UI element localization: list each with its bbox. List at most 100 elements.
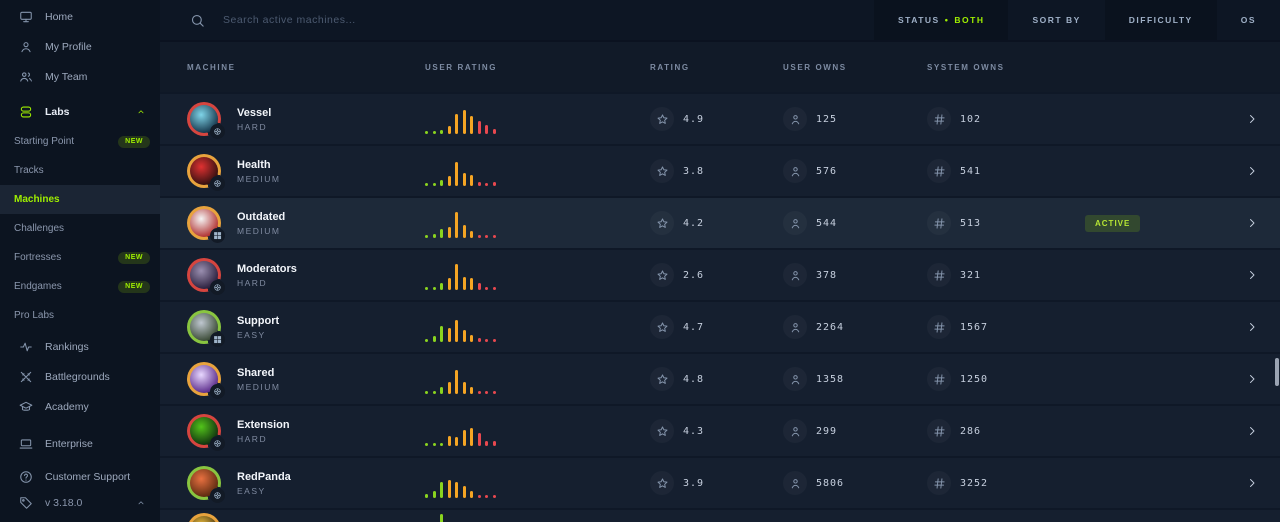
machine-difficulty: HARD	[237, 278, 297, 288]
machine-avatar	[187, 310, 221, 344]
filter-sort-by[interactable]: SORT BY	[1008, 0, 1104, 40]
machine-difficulty: MEDIUM	[237, 174, 280, 184]
scrollbar-thumb[interactable]	[1275, 358, 1279, 386]
user-rating-histogram	[425, 208, 650, 238]
machine-avatar	[187, 466, 221, 500]
rating-value: 4.3	[683, 426, 704, 437]
sidebar-item-label: My Team	[45, 71, 87, 83]
sidebar-item-label: Rankings	[45, 341, 89, 353]
sidebar-item-endgames[interactable]: Endgames NEW	[0, 272, 160, 301]
star-icon	[650, 471, 674, 495]
user-icon	[783, 211, 807, 235]
user-owns-cell: 378	[783, 263, 927, 287]
star-icon	[650, 211, 674, 235]
sidebar-item-tracks[interactable]: Tracks	[0, 156, 160, 185]
chevron-right-icon[interactable]	[1224, 113, 1280, 125]
machine-row-health[interactable]: Health MEDIUM 3.8 576 541	[160, 146, 1280, 196]
search-input[interactable]	[223, 14, 523, 26]
filter-label: SORT BY	[1032, 15, 1080, 25]
machine-cell: Health MEDIUM	[187, 154, 425, 188]
sidebar-labs-label: Labs	[45, 106, 70, 118]
chevron-right-icon[interactable]	[1224, 321, 1280, 333]
machine-difficulty: HARD	[237, 122, 271, 132]
machine-cell: Support EASY	[187, 310, 425, 344]
sidebar-item-starting-point[interactable]: Starting Point NEW	[0, 127, 160, 156]
machine-row-vessel[interactable]: Vessel HARD 4.9 125 102	[160, 94, 1280, 144]
sidebar-item-pro-labs[interactable]: Pro Labs	[0, 301, 160, 330]
sidebar-item-battlegrounds[interactable]: Battlegrounds	[0, 362, 160, 392]
sidebar-version[interactable]: v 3.18.0	[0, 488, 160, 518]
sidebar-item-machines[interactable]: Machines	[0, 185, 160, 214]
machine-cell: Moderators HARD	[187, 258, 425, 292]
system-owns-cell: 513	[927, 211, 1085, 235]
rating-value: 3.8	[683, 166, 704, 177]
rating-value: 4.9	[683, 114, 704, 125]
sidebar-item-label: Endgames	[14, 281, 62, 292]
search-icon	[190, 13, 205, 28]
sidebar-item-fortresses[interactable]: Fortresses NEW	[0, 243, 160, 272]
user-owns-cell: 5806	[783, 471, 927, 495]
machine-avatar	[187, 258, 221, 292]
tag-icon	[18, 496, 33, 511]
sidebar-item-academy[interactable]: Academy	[0, 392, 160, 422]
rating-value: 4.8	[683, 374, 704, 385]
user-rating-histogram	[425, 312, 650, 342]
star-icon	[650, 159, 674, 183]
dot-separator: •	[945, 15, 950, 25]
machine-difficulty: EASY	[237, 486, 291, 496]
filter-label: DIFFICULTY	[1129, 15, 1193, 25]
machine-row-shared[interactable]: Shared MEDIUM 4.8 1358 1250	[160, 354, 1280, 404]
system-owns-value: 541	[960, 166, 981, 177]
sidebar-item-label: Starting Point	[14, 136, 74, 147]
machine-row-partial[interactable]	[160, 510, 1280, 522]
chevron-right-icon[interactable]	[1224, 373, 1280, 385]
chevron-right-icon[interactable]	[1224, 477, 1280, 489]
help-icon	[18, 470, 33, 485]
rating-cell: 3.8	[650, 159, 783, 183]
machine-name: Extension	[237, 419, 290, 431]
hash-icon	[927, 263, 951, 287]
rating-cell: 4.3	[650, 419, 783, 443]
chevron-right-icon[interactable]	[1224, 269, 1280, 281]
user-icon	[783, 159, 807, 183]
chevron-right-icon[interactable]	[1224, 165, 1280, 177]
system-owns-cell: 286	[927, 419, 1085, 443]
sidebar-item-home[interactable]: Home	[0, 2, 160, 32]
search-bar[interactable]	[160, 13, 874, 28]
filter-difficulty[interactable]: DIFFICULTY	[1105, 0, 1217, 40]
user-owns-cell: 1358	[783, 367, 927, 391]
new-badge: NEW	[118, 136, 150, 148]
sidebar-item-labs[interactable]: Labs	[0, 97, 160, 127]
sidebar-item-challenges[interactable]: Challenges	[0, 214, 160, 243]
machine-avatar	[187, 513, 221, 522]
sidebar-item-rankings[interactable]: Rankings	[0, 332, 160, 362]
machine-cell: Vessel HARD	[187, 102, 425, 136]
rating-value: 4.7	[683, 322, 704, 333]
user-owns-value: 299	[816, 426, 837, 437]
system-owns-cell: 321	[927, 263, 1085, 287]
sidebar-item-my-profile[interactable]: My Profile	[0, 32, 160, 62]
machine-row-extension[interactable]: Extension HARD 4.3 299 286	[160, 406, 1280, 456]
user-owns-value: 576	[816, 166, 837, 177]
os-badge-icon	[210, 124, 225, 139]
chevron-up-icon	[133, 496, 148, 511]
filter-status[interactable]: STATUS• BOTH	[874, 0, 1009, 40]
main-content: STATUS• BOTHSORT BYDIFFICULTYOS MACHINEU…	[160, 0, 1280, 522]
rating-cell: 4.9	[650, 107, 783, 131]
chevron-right-icon[interactable]	[1224, 217, 1280, 229]
system-owns-value: 321	[960, 270, 981, 281]
user-owns-cell: 299	[783, 419, 927, 443]
machine-row-outdated[interactable]: Outdated MEDIUM 4.2 544 513 ACTIVE	[160, 198, 1280, 248]
user-owns-value: 2264	[816, 322, 844, 333]
machine-avatar	[187, 414, 221, 448]
filter-os[interactable]: OS	[1217, 0, 1280, 40]
machine-row-redpanda[interactable]: RedPanda EASY 3.9 5806 3252	[160, 458, 1280, 508]
column-header-user-owns: USER OWNS	[783, 63, 927, 72]
machine-row-support[interactable]: Support EASY 4.7 2264 1567	[160, 302, 1280, 352]
sidebar-item-enterprise[interactable]: Enterprise	[0, 429, 160, 459]
machine-row-moderators[interactable]: Moderators HARD 2.6 378 321	[160, 250, 1280, 300]
filter-label: STATUS	[898, 15, 940, 25]
sidebar-item-my-team[interactable]: My Team	[0, 62, 160, 92]
os-badge-icon	[210, 332, 225, 347]
chevron-right-icon[interactable]	[1224, 425, 1280, 437]
